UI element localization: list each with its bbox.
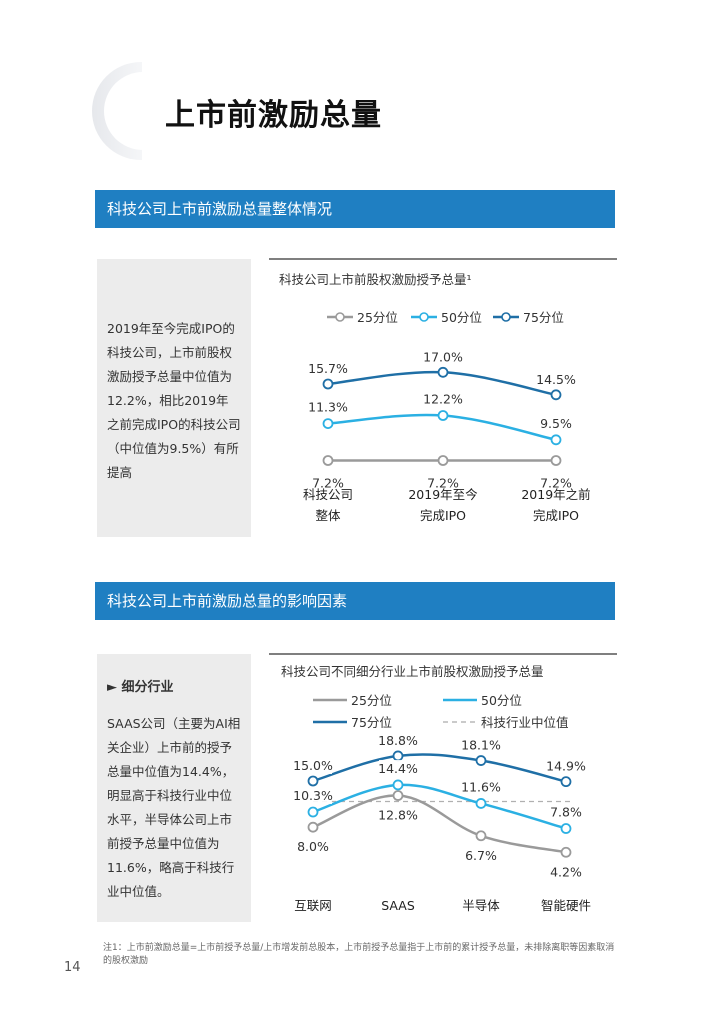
- chart1-label-bg: [537, 414, 575, 432]
- chart2-data-label: 15.0%: [293, 758, 333, 773]
- chart1-legend-label: 50分位: [441, 310, 482, 325]
- chart2-label-bg: [547, 757, 585, 775]
- chart2-data-label: 4.2%: [550, 864, 582, 879]
- chart1-point: [322, 455, 334, 466]
- chart2-data-label: 7.8%: [550, 805, 582, 820]
- chart2-category-label: SAAS: [381, 898, 415, 913]
- chart1-data-label: 14.5%: [536, 372, 576, 387]
- chart2-legend-label: 50分位: [481, 693, 522, 708]
- chart2-title: 科技公司不同细分行业上市前股权激励授予总量: [281, 664, 544, 679]
- chart2-legend-label: 75分位: [351, 715, 392, 730]
- chart1-data-label: 17.0%: [423, 349, 463, 364]
- chart2-point: [475, 798, 487, 809]
- chart1-category-label: 2019年至今: [408, 487, 478, 502]
- chart2-data-label: 10.3%: [293, 788, 333, 803]
- chart2-category-label: 互联网: [294, 898, 332, 913]
- page-title: 上市前激励总量: [165, 98, 382, 133]
- chart2-point: [307, 806, 319, 818]
- chart1-title: 科技公司上市前股权激励授予总量¹: [279, 272, 472, 287]
- chart2-point: [392, 779, 404, 791]
- chart1-point: [437, 366, 449, 378]
- page-number: 14: [64, 960, 81, 975]
- section1-note: 2019年至今完成IPO的科技公司，上市前股权激励授予总量中位值为12.2%，相…: [107, 321, 241, 480]
- section2-side-head: ► 细分行业: [107, 680, 174, 695]
- chart2-label-bg: [462, 736, 500, 754]
- chart2-label-bg: [547, 803, 585, 821]
- chart2-line-75分位: [312, 753, 567, 783]
- chart1-category-label: 2019年之前: [521, 487, 590, 502]
- section2-heading: 科技公司上市前激励总量的影响因素: [95, 582, 615, 620]
- chart1-point: [550, 434, 562, 446]
- chart2-label-bg: [379, 759, 417, 777]
- chart1-category-label: 完成IPO: [420, 508, 466, 523]
- section2-note: SAAS公司（主要为AI相关企业）上市前的授予总量中位值为14.4%，明显高于科…: [107, 716, 241, 899]
- chart2-line-25分位: [312, 794, 567, 854]
- chart1-point: [437, 410, 449, 421]
- chart1-data-label: 15.7%: [308, 361, 348, 376]
- chart1-data-label: 11.3%: [308, 400, 348, 415]
- section2-note-box: ► 细分行业 SAAS公司（主要为AI相关企业）上市前的授予总量中位值为14.4…: [97, 654, 251, 922]
- chart1-point: [322, 418, 334, 430]
- chart2-data-label: 8.0%: [297, 839, 329, 854]
- chart2-label-bg: [294, 787, 332, 805]
- chart2-point: [475, 830, 487, 842]
- chart1-legend-marker: [419, 312, 429, 322]
- chart2-line-50分位: [312, 783, 567, 830]
- chart2-data-label: 18.8%: [378, 733, 418, 748]
- section1-note-box: 2019年至今完成IPO的科技公司，上市前股权激励授予总量中位值为12.2%，相…: [97, 259, 251, 537]
- chart1-category-label: 整体: [315, 508, 341, 523]
- chart1: 科技公司上市前股权激励授予总量¹ 25分位 50分位 75分位 7.2% 7.2% 7.2%…: [269, 258, 617, 523]
- section1-heading: 科技公司上市前激励总量整体情况: [95, 190, 615, 228]
- chart2-category-label: 智能硬件: [541, 898, 591, 913]
- chart2-legend-label: 25分位: [351, 693, 392, 708]
- chart2-point: [392, 750, 404, 762]
- chart1-legend-label: 75分位: [523, 310, 564, 325]
- chart2-data-label: 6.7%: [465, 848, 497, 863]
- chart1-data-label: 7.2%: [312, 476, 344, 491]
- chart2-data-label: 14.9%: [546, 759, 586, 774]
- chart2: 科技公司不同细分行业上市前股权激励授予总量 25分位 50分位 75分位 科技行业中位值…: [269, 653, 617, 913]
- chart1-label-bg: [537, 370, 575, 388]
- chart1-point: [550, 455, 562, 466]
- chart2-data-label: 12.8%: [378, 808, 418, 823]
- chart1-label-bg: [309, 360, 347, 377]
- chart2-data-label: 18.1%: [461, 738, 501, 753]
- footnote: 注1：上市前激励总量=上市前授予总量/上市增发前总股本，上市前授予总量指于上市前…: [103, 943, 615, 966]
- chart1-legend-marker: [501, 312, 511, 322]
- chart1-legend-label: 25分位: [357, 310, 398, 325]
- chart1-category-label: 完成IPO: [533, 508, 579, 523]
- chart1-legend-marker: [335, 312, 345, 322]
- chart2-data-label: 14.4%: [378, 761, 418, 776]
- chart1-point: [437, 455, 449, 466]
- chart1-label-bg: [424, 390, 462, 408]
- chart2-point: [560, 823, 572, 834]
- chart2-data-label: 11.6%: [461, 779, 501, 794]
- chart2-point: [307, 775, 319, 787]
- chart1-data-label: 7.2%: [540, 476, 572, 491]
- chart1-data-label: 12.2%: [423, 392, 463, 407]
- chart1-label-bg: [424, 348, 462, 366]
- chart2-label-bg: [379, 731, 417, 749]
- chart1-point: [550, 389, 562, 401]
- chart1-data-label: 9.5%: [540, 416, 572, 431]
- chart2-point: [307, 821, 319, 833]
- chart2-label-bg: [294, 757, 332, 774]
- chart1-label-bg: [309, 398, 347, 416]
- chart2-label-bg: [462, 778, 500, 796]
- chart2-point: [560, 776, 572, 788]
- chart1-data-label: 7.2%: [427, 476, 459, 491]
- chart2-legend-label: 科技行业中位值: [481, 715, 569, 730]
- chart2-point: [475, 755, 487, 766]
- chart1-category-label: 科技公司: [303, 487, 353, 502]
- chart2-point: [392, 790, 404, 801]
- chart2-point: [560, 846, 572, 858]
- chart2-category-label: 半导体: [462, 898, 500, 913]
- chart1-point: [322, 378, 334, 390]
